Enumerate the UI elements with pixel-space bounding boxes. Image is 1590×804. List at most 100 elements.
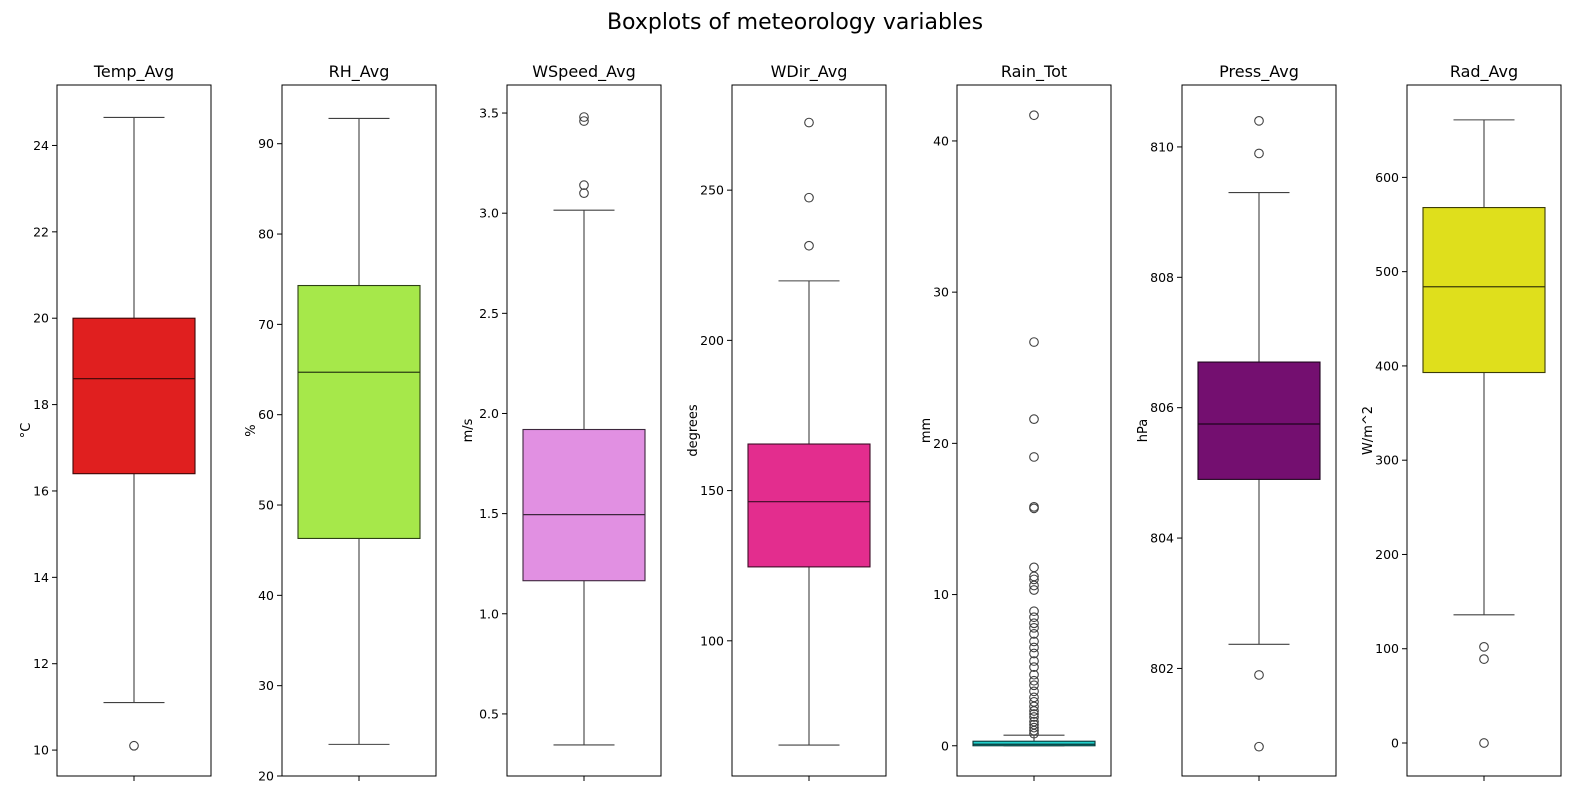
y-tick-label: 500 <box>1375 264 1399 279</box>
outlier-point <box>1029 629 1039 639</box>
y-tick-label: 40 <box>258 588 274 603</box>
outlier-point <box>579 116 589 126</box>
y-tick-label: 16 <box>33 483 49 498</box>
outlier-point <box>1029 606 1039 617</box>
outlier-point <box>1029 642 1039 653</box>
outlier-point <box>1029 709 1039 719</box>
outlier-point <box>1029 110 1039 121</box>
y-tick-label: 40 <box>933 133 949 148</box>
y-tick-label: 0 <box>941 738 949 753</box>
y-axis-label: °C <box>19 423 34 439</box>
iqr-box <box>972 740 1096 747</box>
outlier-point <box>1029 686 1039 697</box>
y-tick-label: 14 <box>33 570 49 585</box>
outlier-point <box>1029 636 1039 647</box>
outlier-point <box>129 740 139 751</box>
y-axis-label: W/m^2 <box>1361 406 1376 455</box>
outlier-point <box>1029 502 1039 512</box>
y-tick-label: 18 <box>33 397 49 412</box>
panel-rad-avg: 0 100 200 300 400 500 600 Rad_Avg W/m^2 <box>1361 62 1562 781</box>
outlier-point <box>1029 675 1039 686</box>
y-tick-label: 0.5 <box>479 706 499 721</box>
y-tick-label: 22 <box>33 224 49 239</box>
y-axis-label: hPa <box>1136 419 1151 442</box>
outlier-point <box>1254 116 1264 126</box>
outlier-point <box>1029 712 1039 722</box>
y-tick-label: 100 <box>700 633 724 648</box>
iqr-box <box>297 284 421 539</box>
iqr-box <box>1197 361 1321 480</box>
panels-group: 10 12 14 16 18 20 22 24 Temp_Avg °C 20 30 40 50 60 70 80… <box>19 62 1562 784</box>
y-tick-label: 20 <box>258 769 274 784</box>
outlier-point <box>1029 669 1039 680</box>
outlier-point <box>1029 719 1039 730</box>
y-tick-label: 806 <box>1150 400 1174 415</box>
y-tick-label: 808 <box>1150 270 1174 285</box>
outlier-point <box>1029 585 1039 595</box>
outlier-point <box>1029 618 1039 629</box>
outlier-point <box>1479 738 1489 748</box>
y-tick-label: 30 <box>258 678 274 693</box>
y-tick-label: 802 <box>1150 661 1174 676</box>
figure-title: Boxplots of meteorology variables <box>607 10 983 35</box>
y-tick-label: 200 <box>700 333 724 348</box>
outlier-point <box>1029 716 1039 727</box>
outlier-point <box>804 240 814 251</box>
iqr-box <box>72 317 196 475</box>
y-axis-label: m/s <box>461 418 476 442</box>
y-tick-label: 24 <box>33 138 49 153</box>
y-tick-label: 20 <box>33 311 49 326</box>
y-tick-label: 0 <box>1391 736 1399 751</box>
iqr-box <box>747 443 871 568</box>
y-tick-label: 804 <box>1150 531 1174 546</box>
panel-title: Rad_Avg <box>1450 62 1518 82</box>
y-tick-label: 12 <box>33 656 49 671</box>
panel-title: Press_Avg <box>1219 62 1299 82</box>
y-tick-label: 3.5 <box>479 106 499 121</box>
y-axis-label: degrees <box>686 404 701 457</box>
y-tick-label: 200 <box>1375 547 1399 562</box>
panel-title: RH_Avg <box>329 62 390 82</box>
outlier-point <box>579 112 589 122</box>
outlier-point <box>1479 654 1489 664</box>
axes-frame <box>956 84 1112 777</box>
panel-wspeed-avg: 0.5 1.0 1.5 2.0 2.5 3.0 3.5 WSpeed_Avg m/s <box>461 62 662 781</box>
y-axis-label: mm <box>919 418 934 443</box>
outlier-point <box>804 192 814 203</box>
outlier-point <box>1479 641 1489 652</box>
y-tick-label: 10 <box>33 743 49 758</box>
y-tick-label: 2.5 <box>479 306 499 321</box>
panel-press-avg: 802 804 806 808 810 Press_Avg hPa <box>1136 62 1337 781</box>
outlier-point <box>1029 414 1039 425</box>
outlier-point <box>1029 612 1039 623</box>
y-axis-label: % <box>244 424 259 436</box>
y-tick-label: 90 <box>258 136 274 151</box>
y-tick-label: 30 <box>933 285 949 300</box>
outlier-point <box>1029 662 1039 672</box>
y-tick-label: 400 <box>1375 358 1399 373</box>
outlier-point <box>579 180 589 190</box>
y-tick-label: 1.0 <box>479 606 499 621</box>
y-tick-label: 150 <box>700 483 724 498</box>
y-tick-label: 50 <box>258 498 274 513</box>
y-tick-label: 20 <box>933 436 949 451</box>
panel-rh-avg: 20 30 40 50 60 70 80 90 RH_Avg% <box>244 62 437 784</box>
outlier-point <box>1029 680 1039 691</box>
outlier-point <box>1029 648 1039 659</box>
outlier-point <box>1254 741 1264 752</box>
outlier-point <box>1029 562 1039 573</box>
y-tick-label: 60 <box>258 407 274 422</box>
panel-temp-avg: 10 12 14 16 18 20 22 24 Temp_Avg °C <box>19 62 212 781</box>
outlier-point <box>1029 622 1039 633</box>
panel-title: WDir_Avg <box>771 62 848 82</box>
outlier-point <box>1029 692 1039 703</box>
iqr-box <box>522 428 646 582</box>
y-tick-label: 300 <box>1375 453 1399 468</box>
outlier-point <box>1029 722 1039 733</box>
outlier-point <box>804 117 814 128</box>
y-tick-label: 1.5 <box>479 506 499 521</box>
y-tick-label: 100 <box>1375 641 1399 656</box>
